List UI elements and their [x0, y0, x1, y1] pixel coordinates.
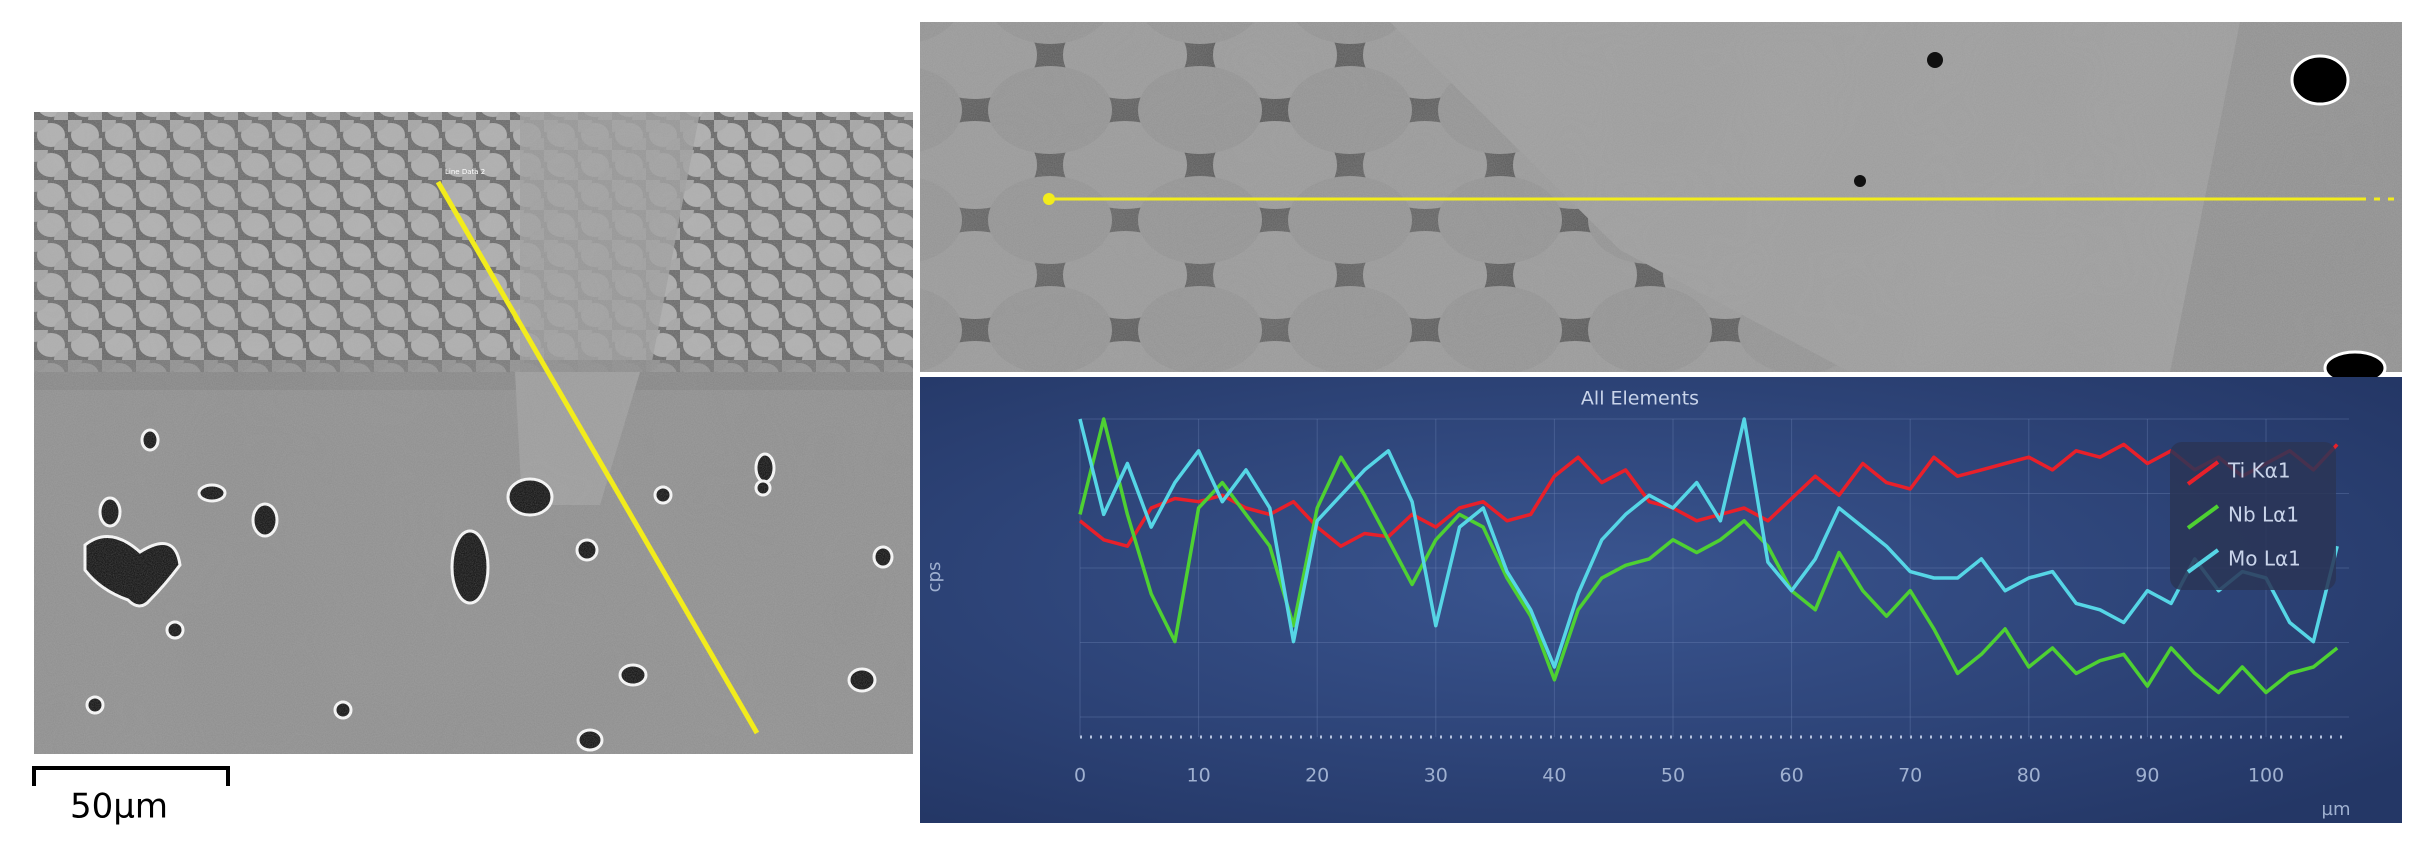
sem-image-right [920, 22, 2402, 386]
x-tick-label: 60 [1780, 765, 1804, 787]
chart-background [920, 377, 2402, 823]
legend-swatch [2186, 548, 2220, 574]
series-line [1078, 442, 2339, 548]
legend-label: Ti Kα1 [2227, 459, 2291, 483]
scale-bar-label: 50µm [70, 787, 168, 827]
x-tick-label: 50 [1661, 765, 1685, 787]
sem-image-left: Line Data 2 [34, 112, 913, 754]
legend-swatch [2186, 460, 2220, 486]
legend-label: Mo Lα1 [2228, 547, 2301, 571]
x-tick-label: 70 [1898, 765, 1922, 787]
x-tick-label: 10 [1187, 765, 1211, 787]
x-tick-label: 100 [2248, 765, 2284, 787]
plot-area: 0 10 20 30 40 50 60 70 80 90 100 Ti Kα1 Nb Lα1 Mo Lα1 [1074, 417, 2350, 787]
x-tick-label: 30 [1424, 765, 1448, 787]
scale-bar: 50µm [32, 766, 230, 827]
x-tick-label: 80 [2017, 765, 2041, 787]
x-tick-label: 20 [1305, 765, 1329, 787]
x-tick-label: 90 [2135, 765, 2159, 787]
y-axis-label: cps [924, 562, 945, 593]
line-label: Line Data 2 [445, 168, 485, 176]
series-line [1078, 417, 2339, 669]
x-tick-label: 0 [1074, 765, 1086, 787]
chart-title: All Elements [1581, 388, 1699, 410]
legend-label: Nb Lα1 [2228, 503, 2299, 527]
legend-swatch [2186, 504, 2220, 530]
x-tick-label: 40 [1542, 765, 1566, 787]
x-axis-label: µm [2322, 799, 2351, 820]
